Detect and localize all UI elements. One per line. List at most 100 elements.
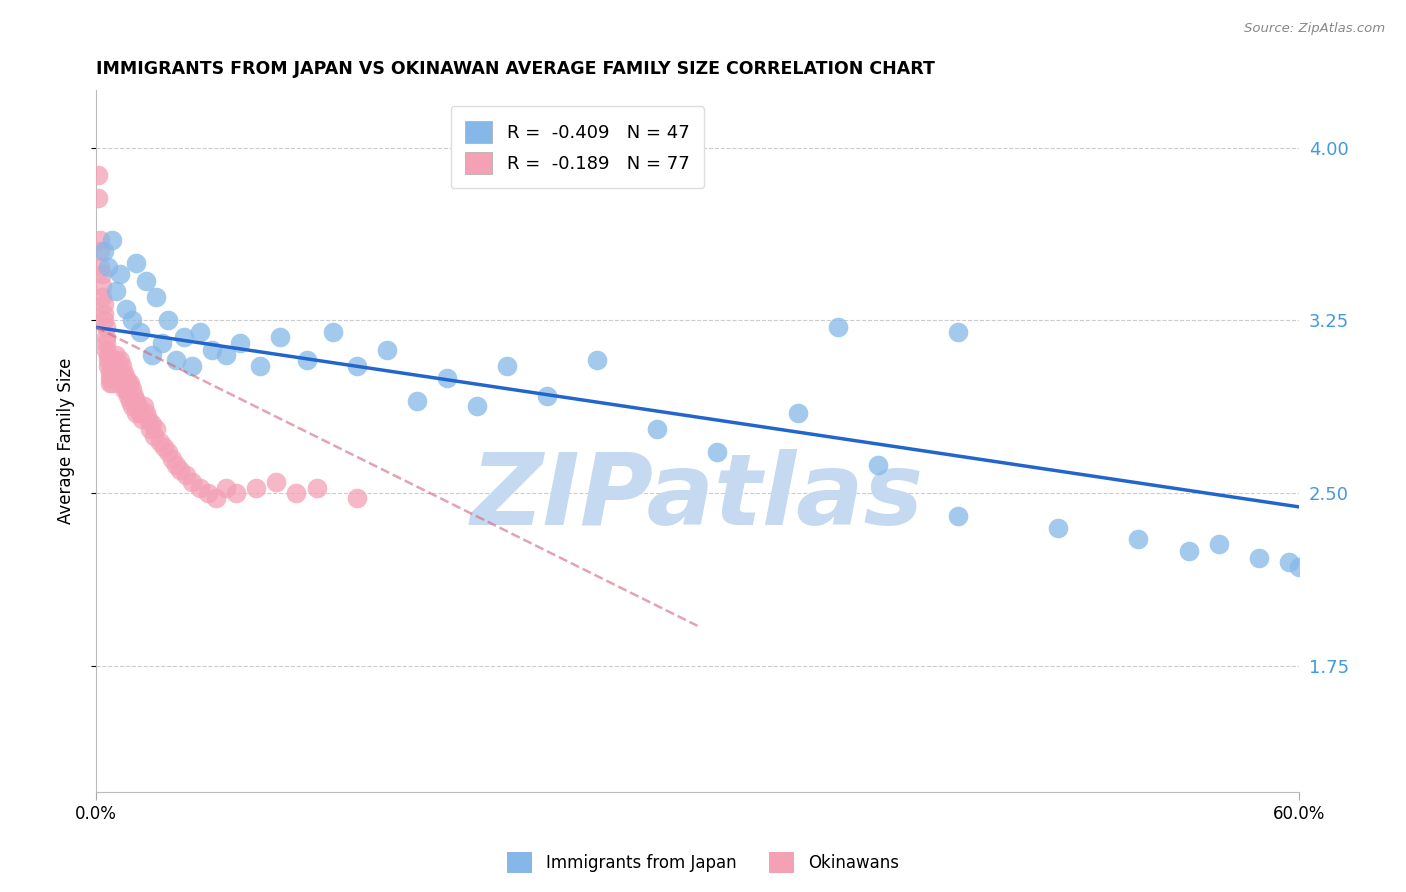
Point xyxy=(105,371,128,385)
Point xyxy=(129,405,152,419)
Point xyxy=(108,367,131,381)
Point xyxy=(160,451,183,466)
Point xyxy=(125,394,148,409)
Point xyxy=(143,428,166,442)
Point xyxy=(245,482,267,496)
Point xyxy=(465,399,488,413)
Point xyxy=(153,440,176,454)
Point xyxy=(266,475,288,489)
Point xyxy=(91,279,114,293)
Point xyxy=(97,359,120,374)
Point xyxy=(107,359,129,374)
Point xyxy=(346,359,368,374)
Point xyxy=(115,383,138,397)
Point xyxy=(89,260,111,275)
Point xyxy=(285,486,308,500)
Point xyxy=(117,389,139,403)
Point xyxy=(101,359,124,374)
Point xyxy=(174,467,197,482)
Point xyxy=(97,348,120,362)
Point xyxy=(157,313,180,327)
Point xyxy=(215,348,238,362)
Text: ZIPatlas: ZIPatlas xyxy=(471,449,924,546)
Point xyxy=(94,343,117,358)
Point xyxy=(139,422,162,436)
Point xyxy=(215,482,238,496)
Point xyxy=(91,268,114,282)
Point xyxy=(136,412,159,426)
Point xyxy=(93,244,115,259)
Point xyxy=(197,486,219,500)
Point xyxy=(115,371,138,385)
Point xyxy=(150,336,173,351)
Point xyxy=(229,336,252,351)
Point xyxy=(111,359,134,374)
Point xyxy=(1288,559,1310,574)
Point xyxy=(173,329,195,343)
Point xyxy=(105,284,128,298)
Point xyxy=(93,313,115,327)
Point xyxy=(1247,550,1270,565)
Point xyxy=(145,290,167,304)
Point xyxy=(946,325,969,339)
Point xyxy=(115,301,138,316)
Point xyxy=(405,394,427,409)
Point xyxy=(131,412,153,426)
Point xyxy=(89,244,111,259)
Point xyxy=(103,352,125,367)
Point xyxy=(129,325,152,339)
Point xyxy=(496,359,519,374)
Point xyxy=(647,422,669,436)
Point xyxy=(188,325,211,339)
Point xyxy=(135,405,157,419)
Point xyxy=(121,399,143,413)
Point xyxy=(120,376,142,390)
Point xyxy=(786,405,808,419)
Point xyxy=(269,329,291,343)
Point xyxy=(706,444,728,458)
Point xyxy=(181,359,204,374)
Text: IMMIGRANTS FROM JAPAN VS OKINAWAN AVERAGE FAMILY SIZE CORRELATION CHART: IMMIGRANTS FROM JAPAN VS OKINAWAN AVERAG… xyxy=(96,60,935,78)
Point xyxy=(586,352,609,367)
Point xyxy=(103,359,125,374)
Point xyxy=(1047,520,1070,534)
Point xyxy=(165,458,187,473)
Point xyxy=(105,359,128,374)
Point xyxy=(205,491,228,505)
Point xyxy=(122,389,145,403)
Point xyxy=(120,394,142,409)
Point xyxy=(141,417,163,431)
Point xyxy=(181,475,204,489)
Point xyxy=(121,383,143,397)
Point xyxy=(946,509,969,524)
Point xyxy=(98,376,121,390)
Point xyxy=(98,367,121,381)
Point xyxy=(346,491,368,505)
Point xyxy=(157,444,180,458)
Point xyxy=(295,352,318,367)
Point xyxy=(87,191,110,205)
Point xyxy=(305,482,328,496)
Point xyxy=(249,359,271,374)
Y-axis label: Average Family Size: Average Family Size xyxy=(58,358,75,524)
Point xyxy=(125,256,148,270)
Point xyxy=(201,343,224,358)
Point xyxy=(1278,555,1301,569)
Point xyxy=(145,422,167,436)
Point xyxy=(108,352,131,367)
Point xyxy=(1177,543,1199,558)
Point xyxy=(135,274,157,288)
Point xyxy=(94,320,117,334)
Point xyxy=(125,405,148,419)
Point xyxy=(94,329,117,343)
Point xyxy=(87,169,110,183)
Point xyxy=(1128,532,1150,546)
Point xyxy=(536,389,558,403)
Point xyxy=(149,435,172,450)
Point xyxy=(105,348,128,362)
Point xyxy=(188,482,211,496)
Point xyxy=(89,233,111,247)
Point xyxy=(101,376,124,390)
Point xyxy=(169,463,191,477)
Legend: Immigrants from Japan, Okinawans: Immigrants from Japan, Okinawans xyxy=(501,846,905,880)
